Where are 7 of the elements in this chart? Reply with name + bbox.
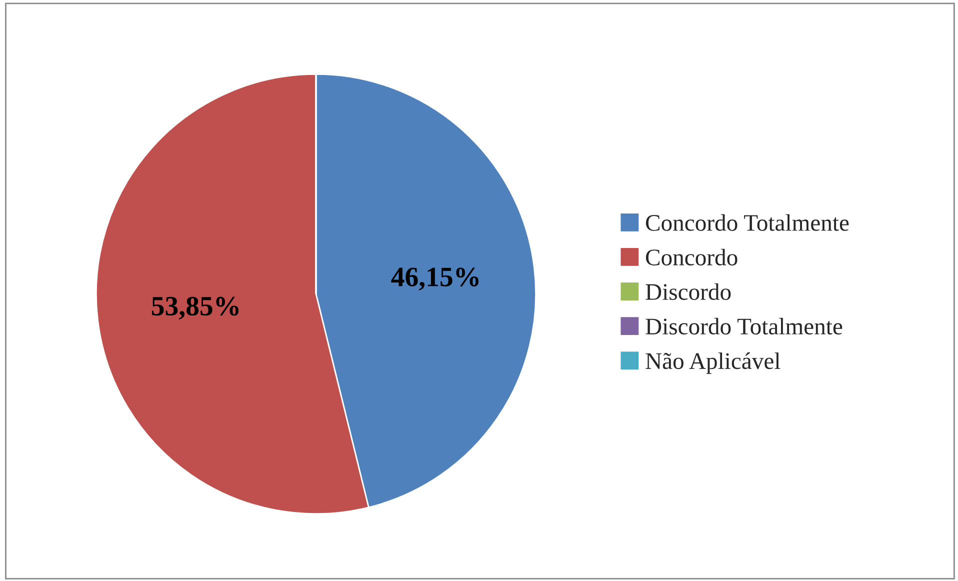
legend-label: Discordo Totalmente (646, 318, 842, 335)
legend-label: Não Aplicável (646, 352, 780, 374)
legend-label: Discordo (646, 283, 731, 300)
data-label: 53,85% (152, 296, 239, 320)
legend-label: Concordo (646, 248, 738, 266)
data-label: 46,15% (391, 268, 479, 290)
legend-label: Concordo Totalmente (646, 214, 849, 231)
